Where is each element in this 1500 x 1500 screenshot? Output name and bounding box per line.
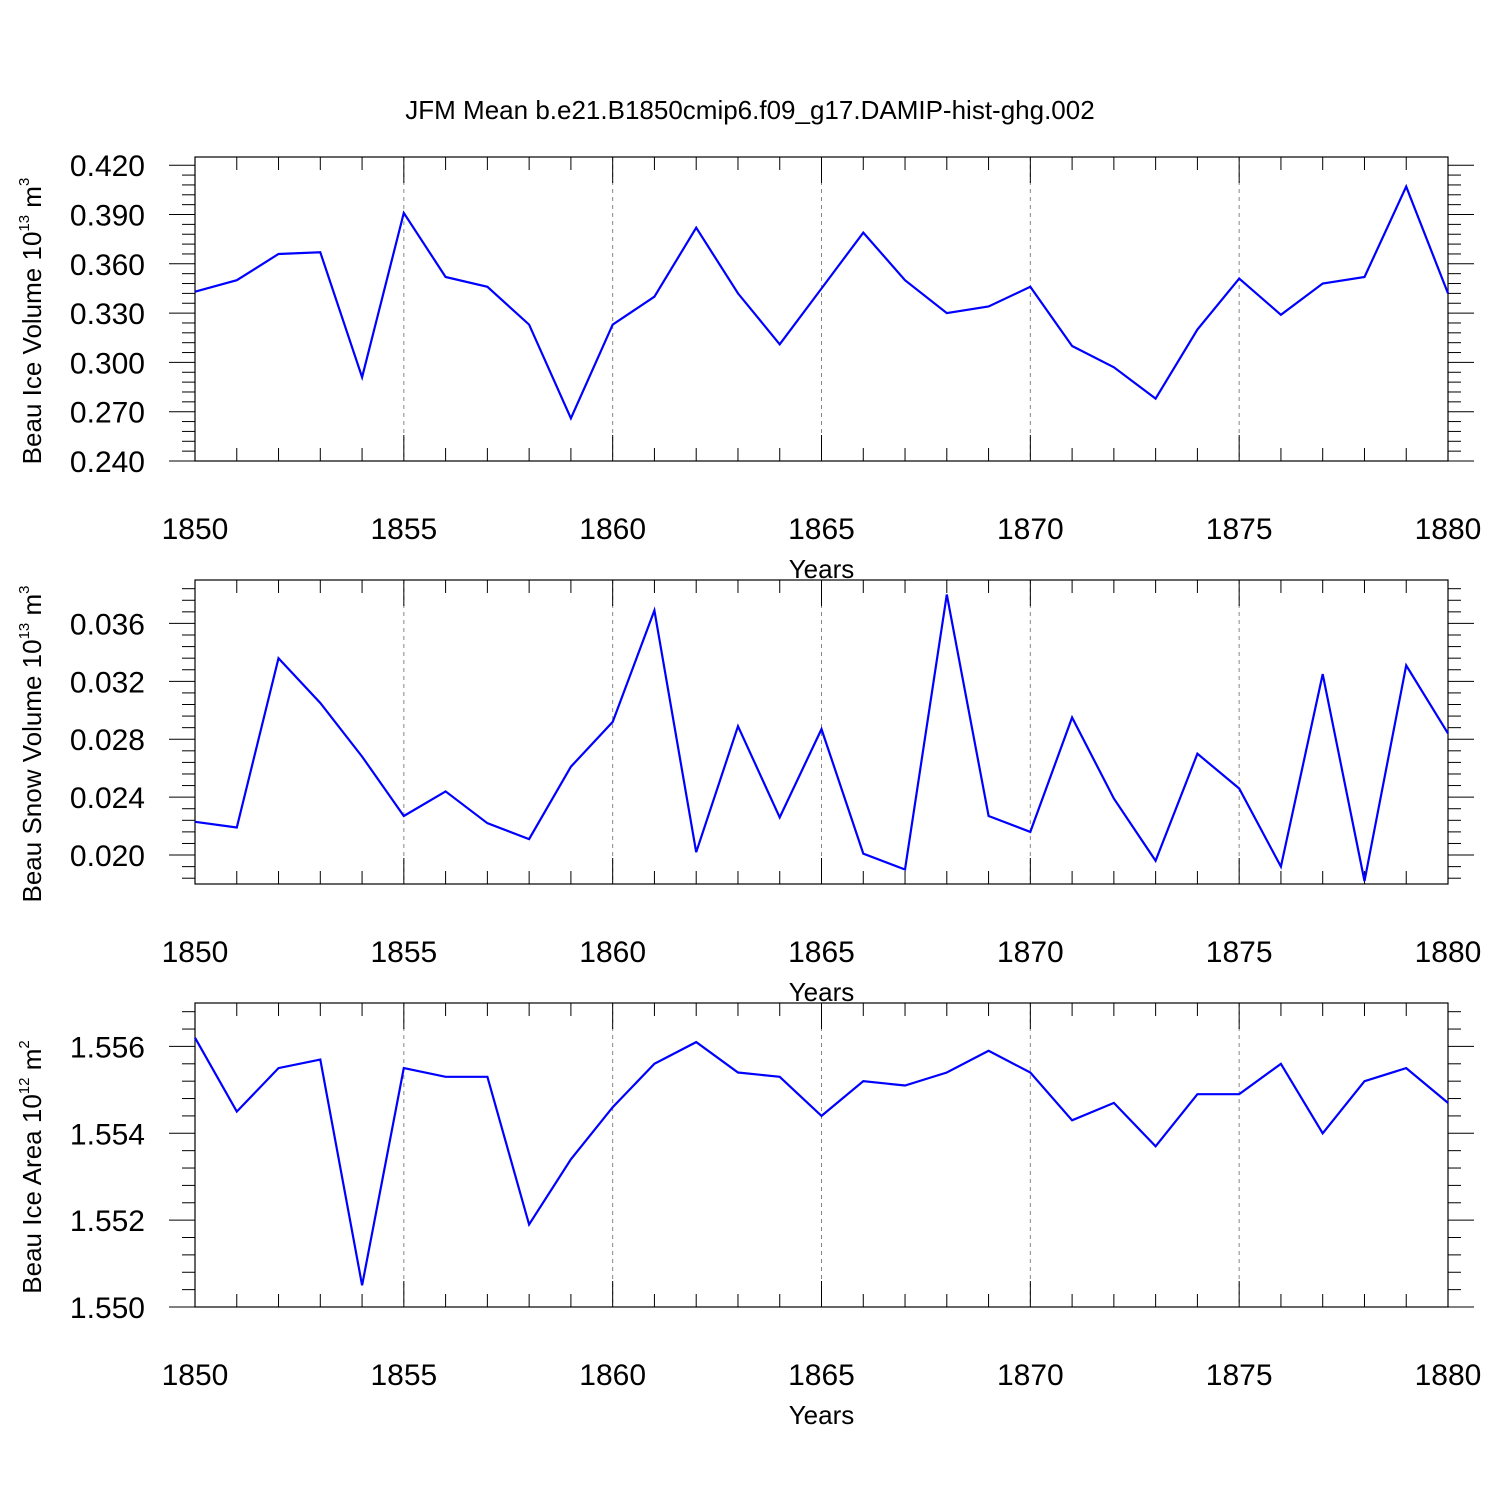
x-tick-label: 1860: [579, 936, 646, 969]
y-tick-label: 1.556: [70, 1031, 145, 1064]
panel-2: 1850 1855 1860 1865 1870 1875 1880 Years 0.020 0.…: [16, 579, 1482, 1007]
x-tick-label: 1880: [1415, 513, 1482, 546]
y-tick-label: 0.420: [70, 150, 145, 183]
x-tick-label: 1875: [1206, 513, 1273, 546]
y-tick-label: 1.554: [70, 1118, 145, 1151]
y-tick-label: 0.240: [70, 446, 145, 479]
x-tick-label: 1850: [162, 936, 229, 969]
x-tick-label: 1850: [162, 1359, 229, 1392]
y-tick-label: 0.028: [70, 724, 145, 757]
x-axis-label: Years: [789, 1400, 855, 1430]
y-axis-label: Beau Ice Area 1012 m2: [16, 1040, 47, 1293]
x-tick-label: 1850: [162, 513, 229, 546]
y-tick-label: 0.390: [70, 200, 145, 233]
x-tick-label: 1865: [788, 513, 855, 546]
x-tick-label: 1875: [1206, 1359, 1273, 1392]
x-tick-label: 1865: [788, 936, 855, 969]
panel-3: 1850 1855 1860 1865 1870 1875 1880 Years 1.550 1.…: [16, 1002, 1482, 1430]
chart-title: JFM Mean b.e21.B1850cmip6.f09_g17.DAMIP-…: [405, 95, 1094, 125]
x-tick-label: 1860: [579, 1359, 646, 1392]
x-tick-label: 1880: [1415, 1359, 1482, 1392]
y-tick-label: 0.330: [70, 298, 145, 331]
y-tick-label: 0.360: [70, 249, 145, 282]
series-line: [194, 594, 1449, 882]
x-tick-label: 1870: [997, 513, 1064, 546]
y-tick-label: 0.032: [70, 666, 145, 699]
x-tick-label: 1880: [1415, 936, 1482, 969]
y-tick-label: 0.036: [70, 608, 145, 641]
panel-1: 1850 1855 1860 1865 1870 1875 1880 Years 0.240 0.…: [16, 150, 1481, 584]
x-tick-label: 1875: [1206, 936, 1273, 969]
x-tick-label: 1870: [997, 936, 1064, 969]
y-tick-label: 0.020: [70, 840, 145, 873]
x-tick-label: 1855: [370, 1359, 437, 1392]
x-tick-label: 1855: [370, 936, 437, 969]
x-tick-label: 1870: [997, 1359, 1064, 1392]
y-tick-label: 0.300: [70, 347, 145, 380]
x-tick-label: 1855: [370, 513, 437, 546]
y-tick-label: 1.550: [70, 1292, 145, 1325]
y-tick-label: 0.024: [70, 782, 145, 815]
x-axis-label: Years: [789, 977, 855, 1007]
y-tick-label: 0.270: [70, 397, 145, 430]
y-tick-label: 1.552: [70, 1205, 145, 1238]
x-axis-label: Years: [789, 554, 855, 584]
y-axis-label: Beau Ice Volume 1013 m3: [16, 178, 47, 465]
x-tick-label: 1865: [788, 1359, 855, 1392]
series-line: [194, 183, 1450, 422]
y-axis-label: Beau Snow Volume 1013 m3: [16, 586, 47, 903]
series-line: [194, 1037, 1449, 1286]
x-tick-label: 1860: [579, 513, 646, 546]
